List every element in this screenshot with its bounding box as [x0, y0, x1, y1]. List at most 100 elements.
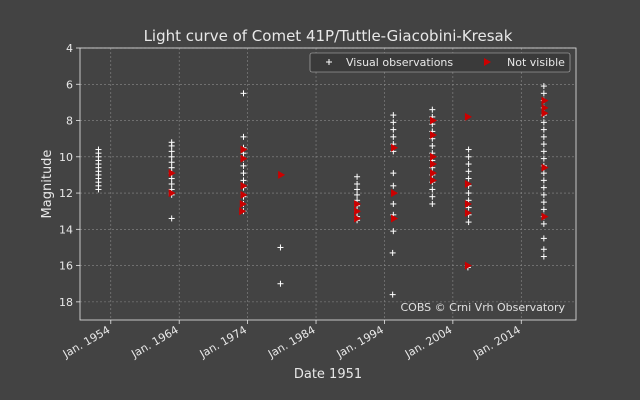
not-visible-point: [239, 199, 247, 208]
visual-observation-point: [429, 106, 436, 113]
y-tick-label: 14: [59, 223, 73, 236]
visual-observation-point: [429, 186, 436, 193]
visual-observation-point: [168, 148, 175, 155]
visual-observation-point: [540, 126, 547, 133]
visual-observation-point: [240, 90, 247, 97]
not-visible-point: [278, 170, 286, 179]
chart-title: Light curve of Comet 41P/Tuttle-Giacobin…: [144, 27, 513, 45]
legend-marker-visual: [326, 59, 332, 65]
visual-observation-point: [168, 142, 175, 149]
visual-observation-point: [429, 193, 436, 200]
x-tick-label: Jan. 1964: [128, 323, 180, 361]
y-tick-label: 4: [66, 42, 73, 55]
not-visible-point: [354, 214, 362, 223]
x-tick-label: Jan. 1954: [60, 323, 112, 361]
visual-observation-point: [168, 164, 175, 171]
legend-label-visual: Visual observations: [346, 56, 453, 69]
visual-observation-point: [465, 175, 472, 182]
visual-observation-point: [540, 170, 547, 177]
visual-observation-point: [390, 112, 397, 119]
visual-observation-point: [390, 228, 397, 235]
visual-observation-point: [540, 133, 547, 140]
not-visible-point: [541, 103, 549, 112]
not-visible-point: [430, 116, 438, 125]
not-visible-point: [240, 145, 248, 154]
visual-observation-point: [540, 253, 547, 260]
not-visible-point: [541, 163, 549, 172]
visual-observation-point: [465, 190, 472, 197]
legend: Visual observations Not visible: [309, 52, 571, 73]
visual-observation-point: [168, 175, 175, 182]
not-visible-point: [464, 112, 472, 121]
plot-frame: [79, 47, 577, 321]
x-axis-label: Date 1951: [294, 367, 362, 382]
x-tick-label: Jan. 1974: [197, 323, 249, 361]
visual-observation-point: [429, 200, 436, 207]
visual-observation-point: [277, 280, 284, 287]
visual-observation-point: [540, 191, 547, 198]
visual-observation-point: [390, 182, 397, 189]
x-axis-ticks: Jan. 1954 Jan. 1964 Jan. 1974 Jan. 1984 Jan.…: [60, 320, 523, 361]
visual-observation-point: [240, 170, 247, 177]
visual-observation-point: [540, 148, 547, 155]
not-visible-point: [240, 181, 248, 190]
x-tick-label: Jan. 1984: [265, 323, 317, 361]
visual-observation-point: [240, 177, 247, 184]
not-visible-point: [430, 152, 438, 161]
visual-observation-point: [465, 219, 472, 226]
visual-observation-point: [390, 200, 397, 207]
not-visible-point: [541, 212, 549, 221]
x-tick-label: Jan. 2014: [470, 323, 522, 361]
not-visible-point: [168, 169, 176, 178]
y-axis-label: Magnitude: [40, 150, 55, 219]
visual-observation-point: [540, 155, 547, 162]
visual-observation-point: [240, 162, 247, 169]
visual-observation-point: [168, 181, 175, 187]
y-tick-label: 12: [59, 187, 73, 200]
visual-observation-point: [390, 133, 397, 140]
y-tick-label: 18: [59, 296, 73, 309]
y-tick-label: 6: [66, 78, 73, 91]
visual-observation-point: [354, 186, 361, 193]
x-tick-label: Jan. 1994: [334, 323, 386, 361]
visual-observation-point: [540, 90, 547, 97]
y-tick-label: 10: [59, 151, 73, 164]
not-visible-point: [541, 109, 549, 118]
y-tick-label: 8: [66, 115, 73, 128]
visual-observation-point: [95, 186, 102, 193]
not-visible-point: [430, 176, 438, 185]
visual-observation-point: [465, 161, 472, 168]
legend-label-not-visible: Not visible: [507, 56, 565, 69]
visual-observation-point: [168, 215, 175, 222]
not-visible-point: [464, 199, 472, 208]
y-axis-ticks: 4 6 8 10 12 14 16 18: [59, 42, 80, 309]
visual-observation-point: [354, 173, 361, 180]
legend-plus-marker: [326, 59, 332, 65]
visual-observation-point: [390, 119, 397, 126]
visual-observation-point: [540, 177, 547, 184]
not-visible-point: [391, 143, 399, 152]
not-visible-point: [354, 199, 362, 208]
visual-observation-point: [240, 133, 247, 140]
visual-observation-point: [390, 126, 397, 133]
not-visible-point: [354, 207, 362, 216]
not-visible-point: [239, 207, 247, 216]
visual-observation-point: [389, 249, 396, 256]
not-visible-point: [464, 209, 472, 218]
credit-text: COBS © Crni Vrh Observatory: [400, 301, 565, 314]
not-visible-point: [541, 96, 549, 105]
visual-observation-point: [168, 153, 175, 160]
visual-observation-point: [389, 291, 396, 298]
visual-observation-point: [354, 191, 361, 198]
not-visible-point: [240, 154, 248, 163]
not-visible-point: [464, 261, 472, 270]
visual-observation-point: [540, 206, 547, 213]
not-visible-point: [464, 180, 472, 188]
not-visible-point: [240, 190, 248, 199]
not-visible-point: [430, 160, 438, 169]
not-visible-point: [168, 189, 176, 198]
visual-observation-point: [168, 159, 175, 166]
legend-marker-not-visible: [484, 58, 491, 66]
visual-observation-point: [390, 170, 397, 177]
